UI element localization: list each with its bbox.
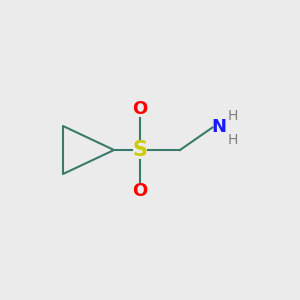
Text: H: H [227,133,238,146]
Text: N: N [212,118,226,136]
Text: O: O [132,100,147,118]
Text: O: O [132,182,147,200]
Text: H: H [227,109,238,122]
Text: S: S [132,140,147,160]
